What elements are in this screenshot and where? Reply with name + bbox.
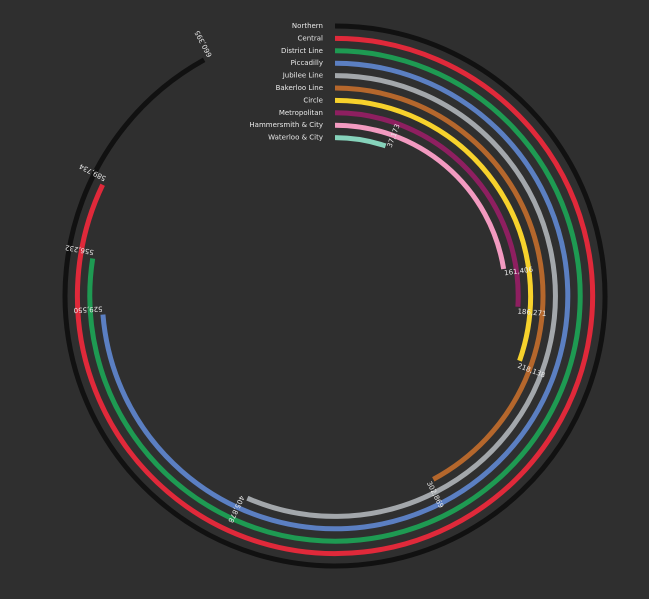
arc-bar [334, 97, 534, 362]
category-label: Central [298, 34, 324, 42]
arc-bar [334, 122, 507, 270]
arc-bar [62, 23, 608, 569]
category-label: Bakerloo Line [276, 84, 323, 92]
arc-bar [74, 35, 596, 557]
category-label: Metropolitan [279, 109, 323, 117]
value-label: 660,395 [193, 29, 213, 58]
arc-bar [334, 85, 546, 482]
value-label: 186,271 [517, 308, 547, 318]
category-label: Waterloo & City [268, 134, 323, 142]
value-label: 161,406 [504, 266, 534, 278]
category-label: Hammersmith & City [249, 121, 323, 129]
arc-bar [87, 48, 583, 544]
category-label: Northern [292, 22, 323, 30]
category-label: Jubilee Line [282, 72, 323, 80]
arc-bar [246, 73, 558, 519]
arc-bar [100, 60, 571, 532]
category-label: Circle [303, 96, 323, 104]
category-label: Piccadilly [291, 59, 323, 67]
category-label: District Line [281, 47, 323, 55]
value-label: 529,550 [73, 305, 102, 315]
arc-bar [334, 110, 521, 307]
arc-bar [334, 135, 387, 149]
